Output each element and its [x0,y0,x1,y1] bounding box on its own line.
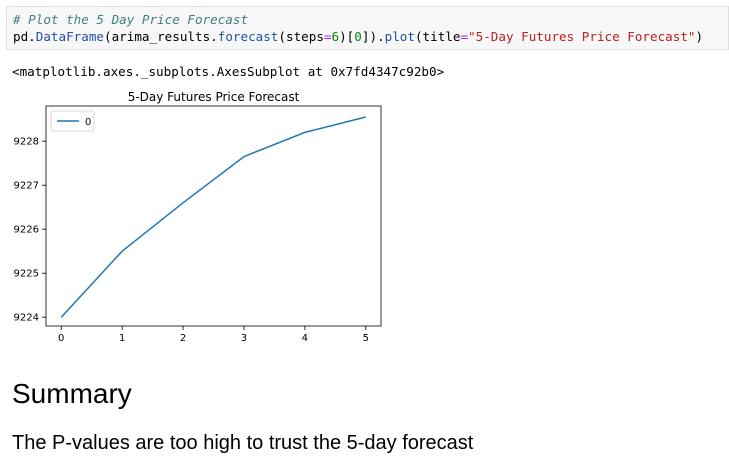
y-tick-label-9227: 9227 [14,181,39,192]
summary-heading: Summary [12,378,132,409]
code-cell[interactable]: # Plot the 5 Day Price Forecast pd.DataF… [6,6,729,50]
chart-title: 5-Day Futures Price Forecast [128,90,300,104]
x-tick-label-2: 2 [180,333,186,344]
x-tick-label-5: 5 [363,333,369,344]
series-line-0 [60,116,366,318]
y-tick-label-9224: 9224 [14,313,39,324]
y-tick-label-9226: 9226 [14,225,39,236]
x-tick-label-1: 1 [119,333,125,344]
y-tick-label-9228: 9228 [14,137,39,148]
code-line-2: pd.DataFrame(arima_results.forecast(step… [13,29,704,44]
code-comment: # Plot the 5 Day Price Forecast [13,12,249,27]
x-tick-label-4: 4 [302,333,308,344]
y-tick-label-9225: 9225 [14,269,39,280]
pvalue-note-heading: The P-values are too high to trust the 5… [12,432,474,454]
x-tick-label-3: 3 [241,333,247,344]
forecast-line-chart: 5-Day Futures Price Forecast 0 1 2 3 4 5 9224 92… [14,90,382,344]
cell-output-text: <matplotlib.axes._subplots.AxesSubplot a… [12,64,445,79]
x-tick-label-0: 0 [58,333,64,344]
plot-frame [45,105,382,327]
legend-label: 0 [85,117,91,128]
